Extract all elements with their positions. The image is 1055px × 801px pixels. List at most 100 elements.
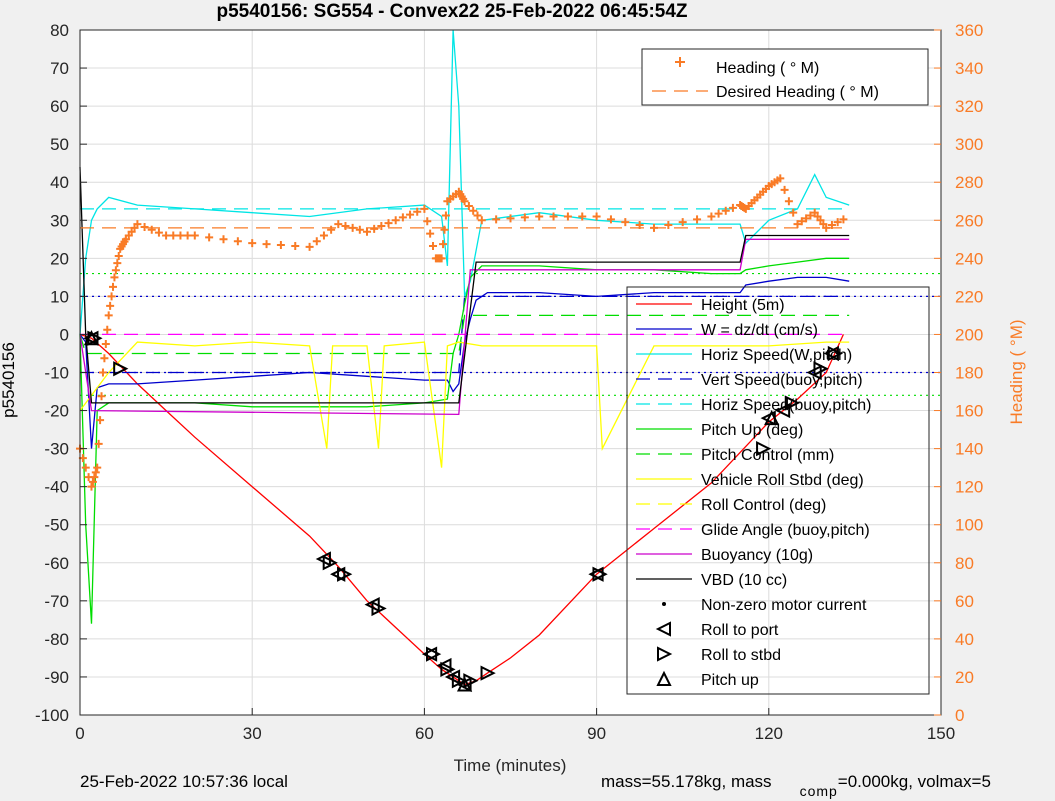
footer-local-time: 25-Feb-2022 10:57:36 local bbox=[80, 772, 288, 791]
legend-right-label: Pitch up bbox=[701, 672, 759, 689]
heading-point bbox=[100, 354, 109, 363]
heading-point bbox=[391, 216, 400, 225]
y2-axis-label: Heading ( °M) bbox=[1007, 319, 1026, 424]
y2-tick-label: 0 bbox=[955, 706, 964, 725]
heading-point bbox=[460, 197, 469, 206]
heading-point bbox=[621, 218, 630, 227]
heading-point bbox=[535, 212, 544, 221]
y-tick-label: 80 bbox=[50, 21, 69, 40]
y-tick-label: -10 bbox=[44, 364, 69, 383]
legend-right-label: Pitch Control (mm) bbox=[701, 447, 834, 464]
y2-tick-label: 340 bbox=[955, 59, 983, 78]
chart-title: p5540156: SG554 - Convex22 25-Feb-2022 0… bbox=[216, 1, 687, 22]
legend-right-label: Glide Angle (buoy,pitch) bbox=[701, 522, 870, 539]
x-tick-label: 30 bbox=[243, 724, 262, 743]
heading-point bbox=[563, 212, 572, 221]
legend-heading: Heading ( ° M) Desired Heading ( ° M) bbox=[641, 48, 929, 106]
y2-tick-label: 120 bbox=[955, 478, 983, 497]
legend-right-glyph bbox=[655, 621, 671, 637]
legend-right-label: Roll Control (deg) bbox=[701, 497, 826, 514]
heading-point bbox=[305, 242, 314, 251]
y2-tick-label: 220 bbox=[955, 287, 983, 306]
heading-point bbox=[469, 206, 478, 215]
x-tick-label: 60 bbox=[415, 724, 434, 743]
axis-ticks: 0 30 60 90 120 150-100-90-80-70-60-50-40-30-2… bbox=[35, 21, 983, 743]
roll-to-port-marker bbox=[421, 646, 438, 662]
y-tick-label: -60 bbox=[44, 554, 69, 573]
y-tick-label: 60 bbox=[50, 97, 69, 116]
y-tick-label: -80 bbox=[44, 630, 69, 649]
y2-tick-label: 280 bbox=[955, 173, 983, 192]
heading-point bbox=[291, 241, 300, 250]
heading-point bbox=[319, 231, 328, 240]
series-line bbox=[80, 295, 850, 374]
legend-right-glyph bbox=[656, 670, 672, 686]
pitch-up-marker bbox=[764, 409, 780, 426]
heading-point bbox=[341, 221, 350, 230]
legend-right-label: Roll to stbd bbox=[701, 647, 781, 664]
legend-right-label: Horiz Speed(buoy,pitch) bbox=[701, 397, 871, 414]
heading-point bbox=[464, 202, 473, 211]
heading-point bbox=[426, 229, 435, 238]
heading-point bbox=[169, 231, 178, 240]
legend-heading-label: Heading ( ° M) bbox=[716, 60, 819, 77]
heading-point bbox=[334, 220, 343, 229]
heading-point bbox=[233, 237, 242, 246]
heading-point bbox=[88, 477, 97, 486]
y2-tick-label: 320 bbox=[955, 97, 983, 116]
y-tick-label: -20 bbox=[44, 402, 69, 421]
x-axis-label: Time (minutes) bbox=[454, 756, 567, 775]
roll-to-stbd-marker bbox=[827, 345, 844, 362]
heading-point bbox=[183, 231, 192, 240]
legend-right-label: W = dz/dt (cm/s) bbox=[701, 322, 818, 339]
heading-point bbox=[327, 225, 336, 234]
roll-to-stbd-marker bbox=[426, 646, 442, 662]
roll-to-stbd-marker bbox=[440, 661, 456, 677]
y-tick-label: 20 bbox=[50, 249, 69, 268]
heading-point bbox=[94, 439, 103, 448]
y2-tick-label: 240 bbox=[955, 249, 983, 268]
roll-to-stbd-marker bbox=[592, 566, 608, 582]
legend-right-label: Pitch Up (deg) bbox=[701, 422, 803, 439]
legend-right-box bbox=[626, 286, 930, 695]
heading-point bbox=[113, 259, 122, 268]
heading-point bbox=[693, 215, 702, 224]
legend-right-label: Roll to port bbox=[701, 622, 779, 639]
heading-point bbox=[176, 231, 185, 240]
heading-point bbox=[806, 211, 815, 220]
heading-point bbox=[98, 368, 107, 377]
heading-point bbox=[420, 204, 429, 213]
roll-to-port-marker bbox=[436, 657, 452, 674]
heading-point bbox=[91, 468, 100, 477]
heading-point bbox=[104, 311, 113, 320]
y-tick-label: -70 bbox=[44, 592, 69, 611]
heading-point bbox=[101, 339, 110, 348]
heading-point bbox=[664, 221, 673, 230]
heading-point bbox=[103, 325, 112, 334]
y-tick-label: 30 bbox=[50, 211, 69, 230]
roll-to-port-marker bbox=[588, 566, 604, 582]
series-line bbox=[79, 341, 850, 468]
heading-point bbox=[492, 215, 501, 224]
footer-volmax-text: =0.000kg, volmax=5 bbox=[837, 772, 991, 791]
roll-to-stbd-marker bbox=[337, 566, 353, 582]
heading-point bbox=[473, 211, 482, 220]
heading-point bbox=[312, 237, 321, 246]
footer-mass: mass=55.178kg, mass comp=0.000kg, volmax=… bbox=[601, 772, 991, 799]
heading-point bbox=[147, 225, 156, 234]
heading-point bbox=[355, 225, 364, 234]
legend-right-label: Non-zero motor current bbox=[701, 597, 867, 614]
heading-point bbox=[714, 209, 723, 218]
series-layer bbox=[76, 29, 850, 686]
roll-to-stbd-marker bbox=[480, 665, 496, 681]
heading-point bbox=[140, 222, 149, 231]
legend-right-label: Vehicle Roll Stbd (deg) bbox=[701, 472, 864, 489]
footer-comp-sub: comp bbox=[799, 783, 838, 799]
roll-to-port-marker bbox=[83, 330, 99, 346]
legend-right-glyph bbox=[662, 602, 666, 606]
y-tick-label: -100 bbox=[35, 706, 69, 725]
y-tick-label: 0 bbox=[60, 325, 69, 344]
y2-tick-label: 40 bbox=[955, 630, 974, 649]
heading-point bbox=[377, 221, 386, 230]
